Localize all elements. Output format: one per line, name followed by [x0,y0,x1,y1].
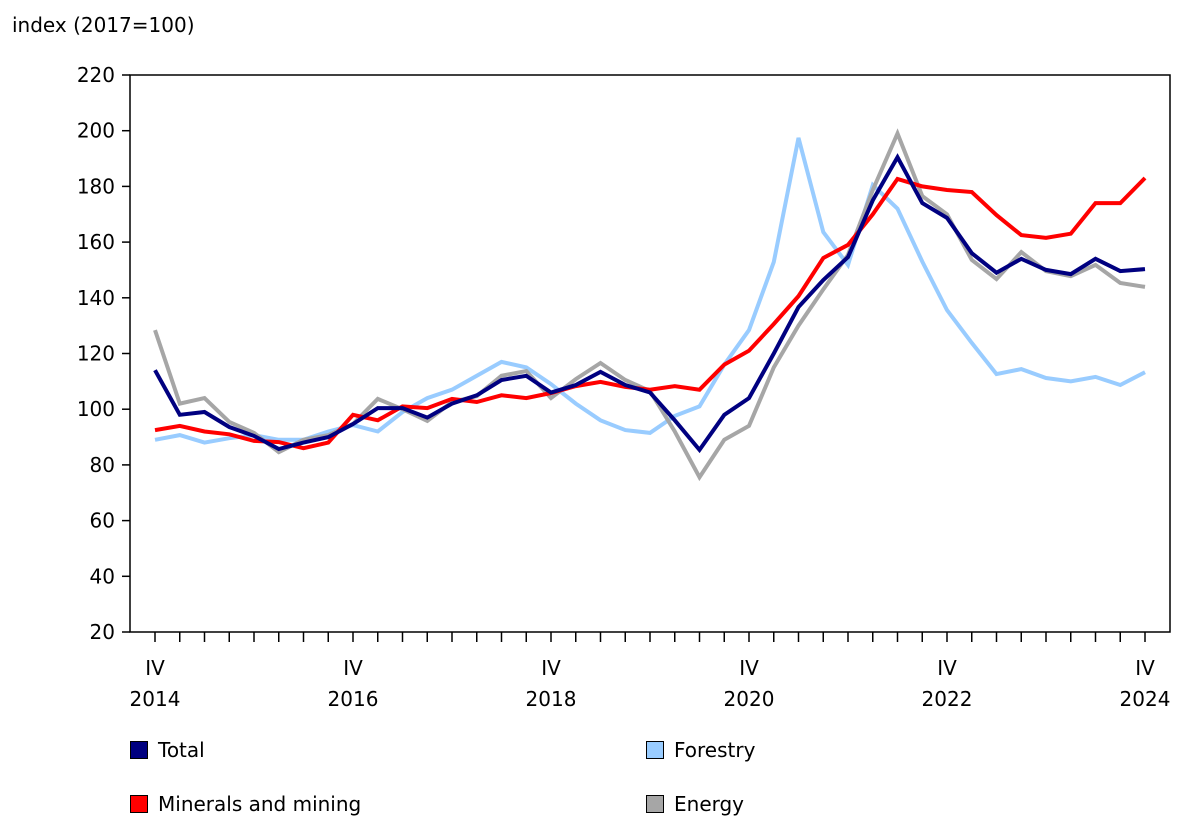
y-tick-label: 180 [77,174,115,198]
x-tick-label-year: 2020 [724,687,775,711]
x-tick-label-quarter: IV [343,656,363,680]
x-tick-label-year: 2018 [526,687,577,711]
y-tick-label: 220 [77,63,115,87]
x-tick-label-quarter: IV [1135,656,1155,680]
x-tick-label-quarter: IV [739,656,759,680]
legend-item-total: Total [130,738,205,762]
x-tick-label-quarter: IV [937,656,957,680]
y-tick-label: 140 [77,286,115,310]
series-line-total [153,153,1146,454]
legend-item-minerals-and-mining: Minerals and mining [130,792,361,816]
x-tick-label-year: 2022 [922,687,973,711]
y-axis-label: index (2017=100) [12,13,195,37]
series-line-energy [153,128,1146,482]
y-tick-label: 160 [77,230,115,254]
plot-frame [129,74,1171,633]
series-line-minerals-and-mining [154,176,1147,451]
legend-item-forestry: Forestry [646,738,755,762]
y-tick-label: 120 [77,342,115,366]
legend-label: Forestry [674,738,756,762]
y-tick-label: 200 [77,119,115,143]
y-tick-label: 100 [77,397,115,421]
legend-swatch [130,795,148,813]
legend-swatch [646,741,664,759]
x-tick-label-year: 2016 [328,687,379,711]
x-tick-label-quarter: IV [145,656,165,680]
series-line-forestry [154,137,1146,445]
legend-swatch [646,795,664,813]
y-tick-label: 20 [90,620,115,644]
y-tick-label: 60 [90,509,115,533]
y-tick-label: 40 [90,564,115,588]
x-tick-label-year: 2014 [130,687,181,711]
x-tick-label-quarter: IV [541,656,561,680]
y-tick-label: 80 [90,453,115,477]
x-tick-label-year: 2024 [1120,687,1171,711]
line-chart: index (2017=100) 20 40 60 80 100 120 140 160 180… [12,13,1171,711]
legend-label: Minerals and mining [158,792,362,816]
legend-label: Energy [674,792,745,816]
legend-label: Total [158,738,205,762]
legend-swatch [130,741,148,759]
legend-item-energy: Energy [646,792,744,816]
